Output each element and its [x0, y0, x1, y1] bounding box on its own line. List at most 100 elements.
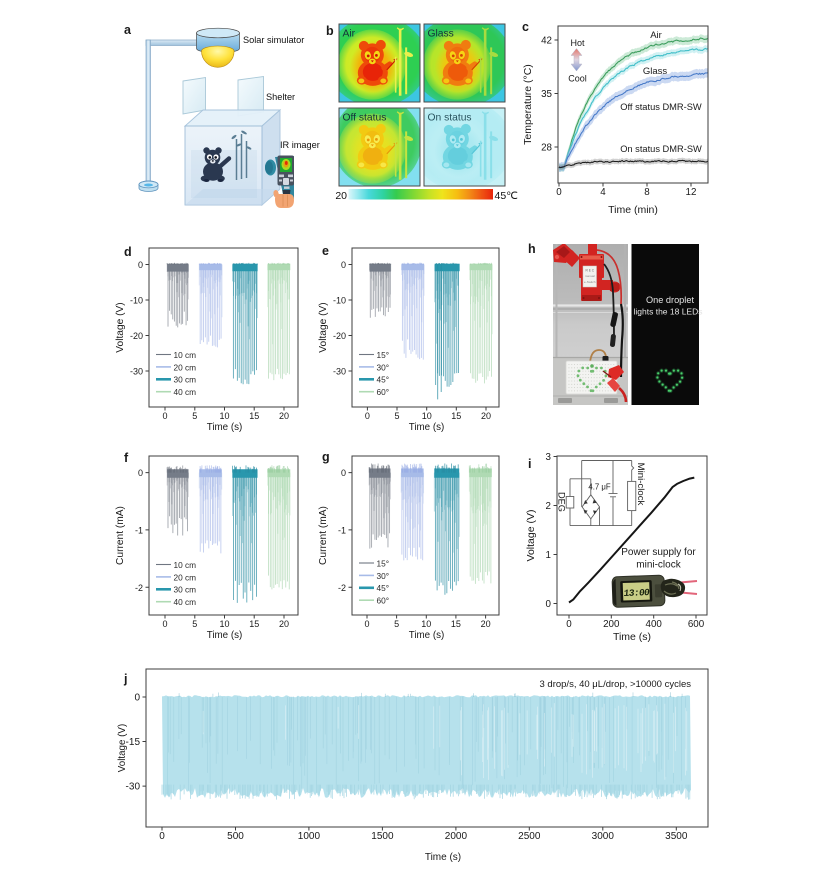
svg-text:15: 15	[249, 411, 259, 421]
svg-text:40 cm: 40 cm	[174, 597, 197, 607]
svg-text:60°: 60°	[377, 387, 390, 397]
svg-text:Time (s): Time (s)	[409, 422, 445, 433]
svg-text:3 drop/s, 40 μL/drop, >10000 c: 3 drop/s, 40 μL/drop, >10000 cycles	[540, 679, 692, 690]
svg-text:10: 10	[219, 411, 229, 421]
svg-text:30 cm: 30 cm	[174, 375, 197, 385]
svg-text:a: a	[124, 23, 132, 37]
svg-text:One droplet: One droplet	[646, 295, 694, 305]
svg-text:c: c	[522, 20, 529, 34]
svg-text:45°: 45°	[377, 583, 390, 593]
svg-text:-20: -20	[130, 331, 143, 341]
svg-text:-15: -15	[126, 737, 141, 748]
svg-text:3: 3	[546, 452, 552, 463]
svg-text:Air: Air	[650, 30, 662, 41]
svg-text:-20: -20	[333, 331, 346, 341]
svg-text:10: 10	[219, 619, 229, 629]
svg-text:Voltage (V): Voltage (V)	[117, 724, 128, 772]
svg-text:R E C: R E C	[586, 269, 595, 273]
svg-text:f: f	[124, 451, 129, 465]
svg-text:Time (s): Time (s)	[613, 631, 651, 643]
svg-text:i: i	[528, 457, 531, 471]
svg-text:Glass: Glass	[428, 29, 454, 40]
svg-text:-10: -10	[333, 296, 346, 306]
svg-text:Air: Air	[343, 29, 356, 40]
svg-text:10 cm: 10 cm	[174, 350, 197, 360]
svg-text:60°: 60°	[377, 596, 390, 606]
svg-text:20: 20	[279, 619, 289, 629]
svg-text:-10: -10	[130, 296, 143, 306]
svg-text:Voltage (V): Voltage (V)	[318, 302, 329, 352]
svg-text:10 cm: 10 cm	[174, 560, 197, 570]
svg-text:0: 0	[162, 619, 167, 629]
svg-text:-2: -2	[338, 583, 346, 593]
svg-text:20: 20	[335, 190, 347, 202]
svg-text:-2: -2	[135, 583, 143, 593]
svg-text:20: 20	[481, 619, 491, 629]
svg-text:35: 35	[541, 89, 552, 100]
svg-text:30°: 30°	[377, 571, 390, 581]
svg-text:Time (s): Time (s)	[425, 852, 461, 863]
svg-text:15: 15	[451, 619, 461, 629]
svg-text:Time (s): Time (s)	[207, 422, 243, 433]
svg-text:600: 600	[688, 619, 705, 630]
svg-text:1: 1	[546, 550, 551, 561]
svg-text:h: h	[528, 242, 536, 256]
svg-text:20 cm: 20 cm	[174, 572, 197, 582]
svg-text:4.7 μF: 4.7 μF	[588, 483, 610, 492]
svg-text:lights the 18 LEDs: lights the 18 LEDs	[634, 307, 703, 317]
svg-text:28: 28	[541, 143, 552, 154]
svg-text:Cool: Cool	[568, 74, 587, 84]
svg-text:Mini-clock: Mini-clock	[635, 463, 646, 506]
svg-text:0: 0	[159, 831, 165, 842]
svg-text:0: 0	[138, 468, 143, 478]
svg-text:13:00: 13:00	[623, 587, 650, 599]
svg-text:b: b	[326, 24, 334, 38]
svg-text:2000: 2000	[445, 831, 468, 842]
svg-text:30°: 30°	[377, 362, 390, 372]
svg-text:30 cm: 30 cm	[174, 585, 197, 595]
svg-text:Off status DMR-SW: Off status DMR-SW	[620, 102, 702, 112]
svg-text:DEG: DEG	[557, 492, 567, 512]
svg-text:Current (mA): Current (mA)	[318, 506, 329, 565]
svg-text:5: 5	[394, 619, 399, 629]
svg-text:1000: 1000	[298, 831, 321, 842]
svg-text:20: 20	[481, 411, 491, 421]
svg-text:2500: 2500	[518, 831, 541, 842]
svg-text:20 cm: 20 cm	[174, 362, 197, 372]
svg-text:mini-clock: mini-clock	[636, 560, 681, 571]
svg-text:0: 0	[134, 693, 140, 704]
svg-text:400: 400	[646, 619, 663, 630]
svg-text:15: 15	[451, 411, 461, 421]
svg-text:Time (s): Time (s)	[409, 630, 445, 641]
svg-text:0: 0	[566, 619, 572, 630]
svg-text:0: 0	[546, 599, 552, 610]
svg-text:-1: -1	[338, 526, 346, 536]
svg-text:12: 12	[686, 187, 697, 198]
svg-text:manual: manual	[585, 274, 595, 278]
svg-text:Voltage (V): Voltage (V)	[115, 302, 126, 352]
svg-text:0: 0	[341, 260, 346, 270]
svg-text:3500: 3500	[665, 831, 688, 842]
svg-text:2: 2	[546, 501, 551, 512]
svg-text:Time (min): Time (min)	[608, 204, 658, 216]
svg-text:45℃: 45℃	[495, 190, 519, 202]
svg-text:g: g	[322, 450, 330, 464]
svg-text:8: 8	[644, 187, 650, 198]
svg-text:On status DMR-SW: On status DMR-SW	[620, 144, 702, 154]
svg-text:5: 5	[192, 411, 197, 421]
svg-text:-1: -1	[135, 526, 143, 536]
svg-text:e-Switch: e-Switch	[584, 280, 596, 284]
svg-text:0: 0	[365, 411, 370, 421]
svg-text:5: 5	[192, 619, 197, 629]
svg-text:3000: 3000	[592, 831, 615, 842]
svg-text:500: 500	[227, 831, 244, 842]
svg-text:Solar simulator: Solar simulator	[243, 35, 304, 45]
svg-text:d: d	[124, 245, 132, 259]
svg-text:0: 0	[341, 468, 346, 478]
svg-text:Temperature (°C): Temperature (°C)	[522, 64, 534, 145]
svg-text:0: 0	[138, 260, 143, 270]
svg-text:40 cm: 40 cm	[174, 387, 197, 397]
svg-text:10: 10	[422, 411, 432, 421]
svg-text:4: 4	[600, 187, 606, 198]
svg-text:Current (mA): Current (mA)	[115, 506, 126, 565]
